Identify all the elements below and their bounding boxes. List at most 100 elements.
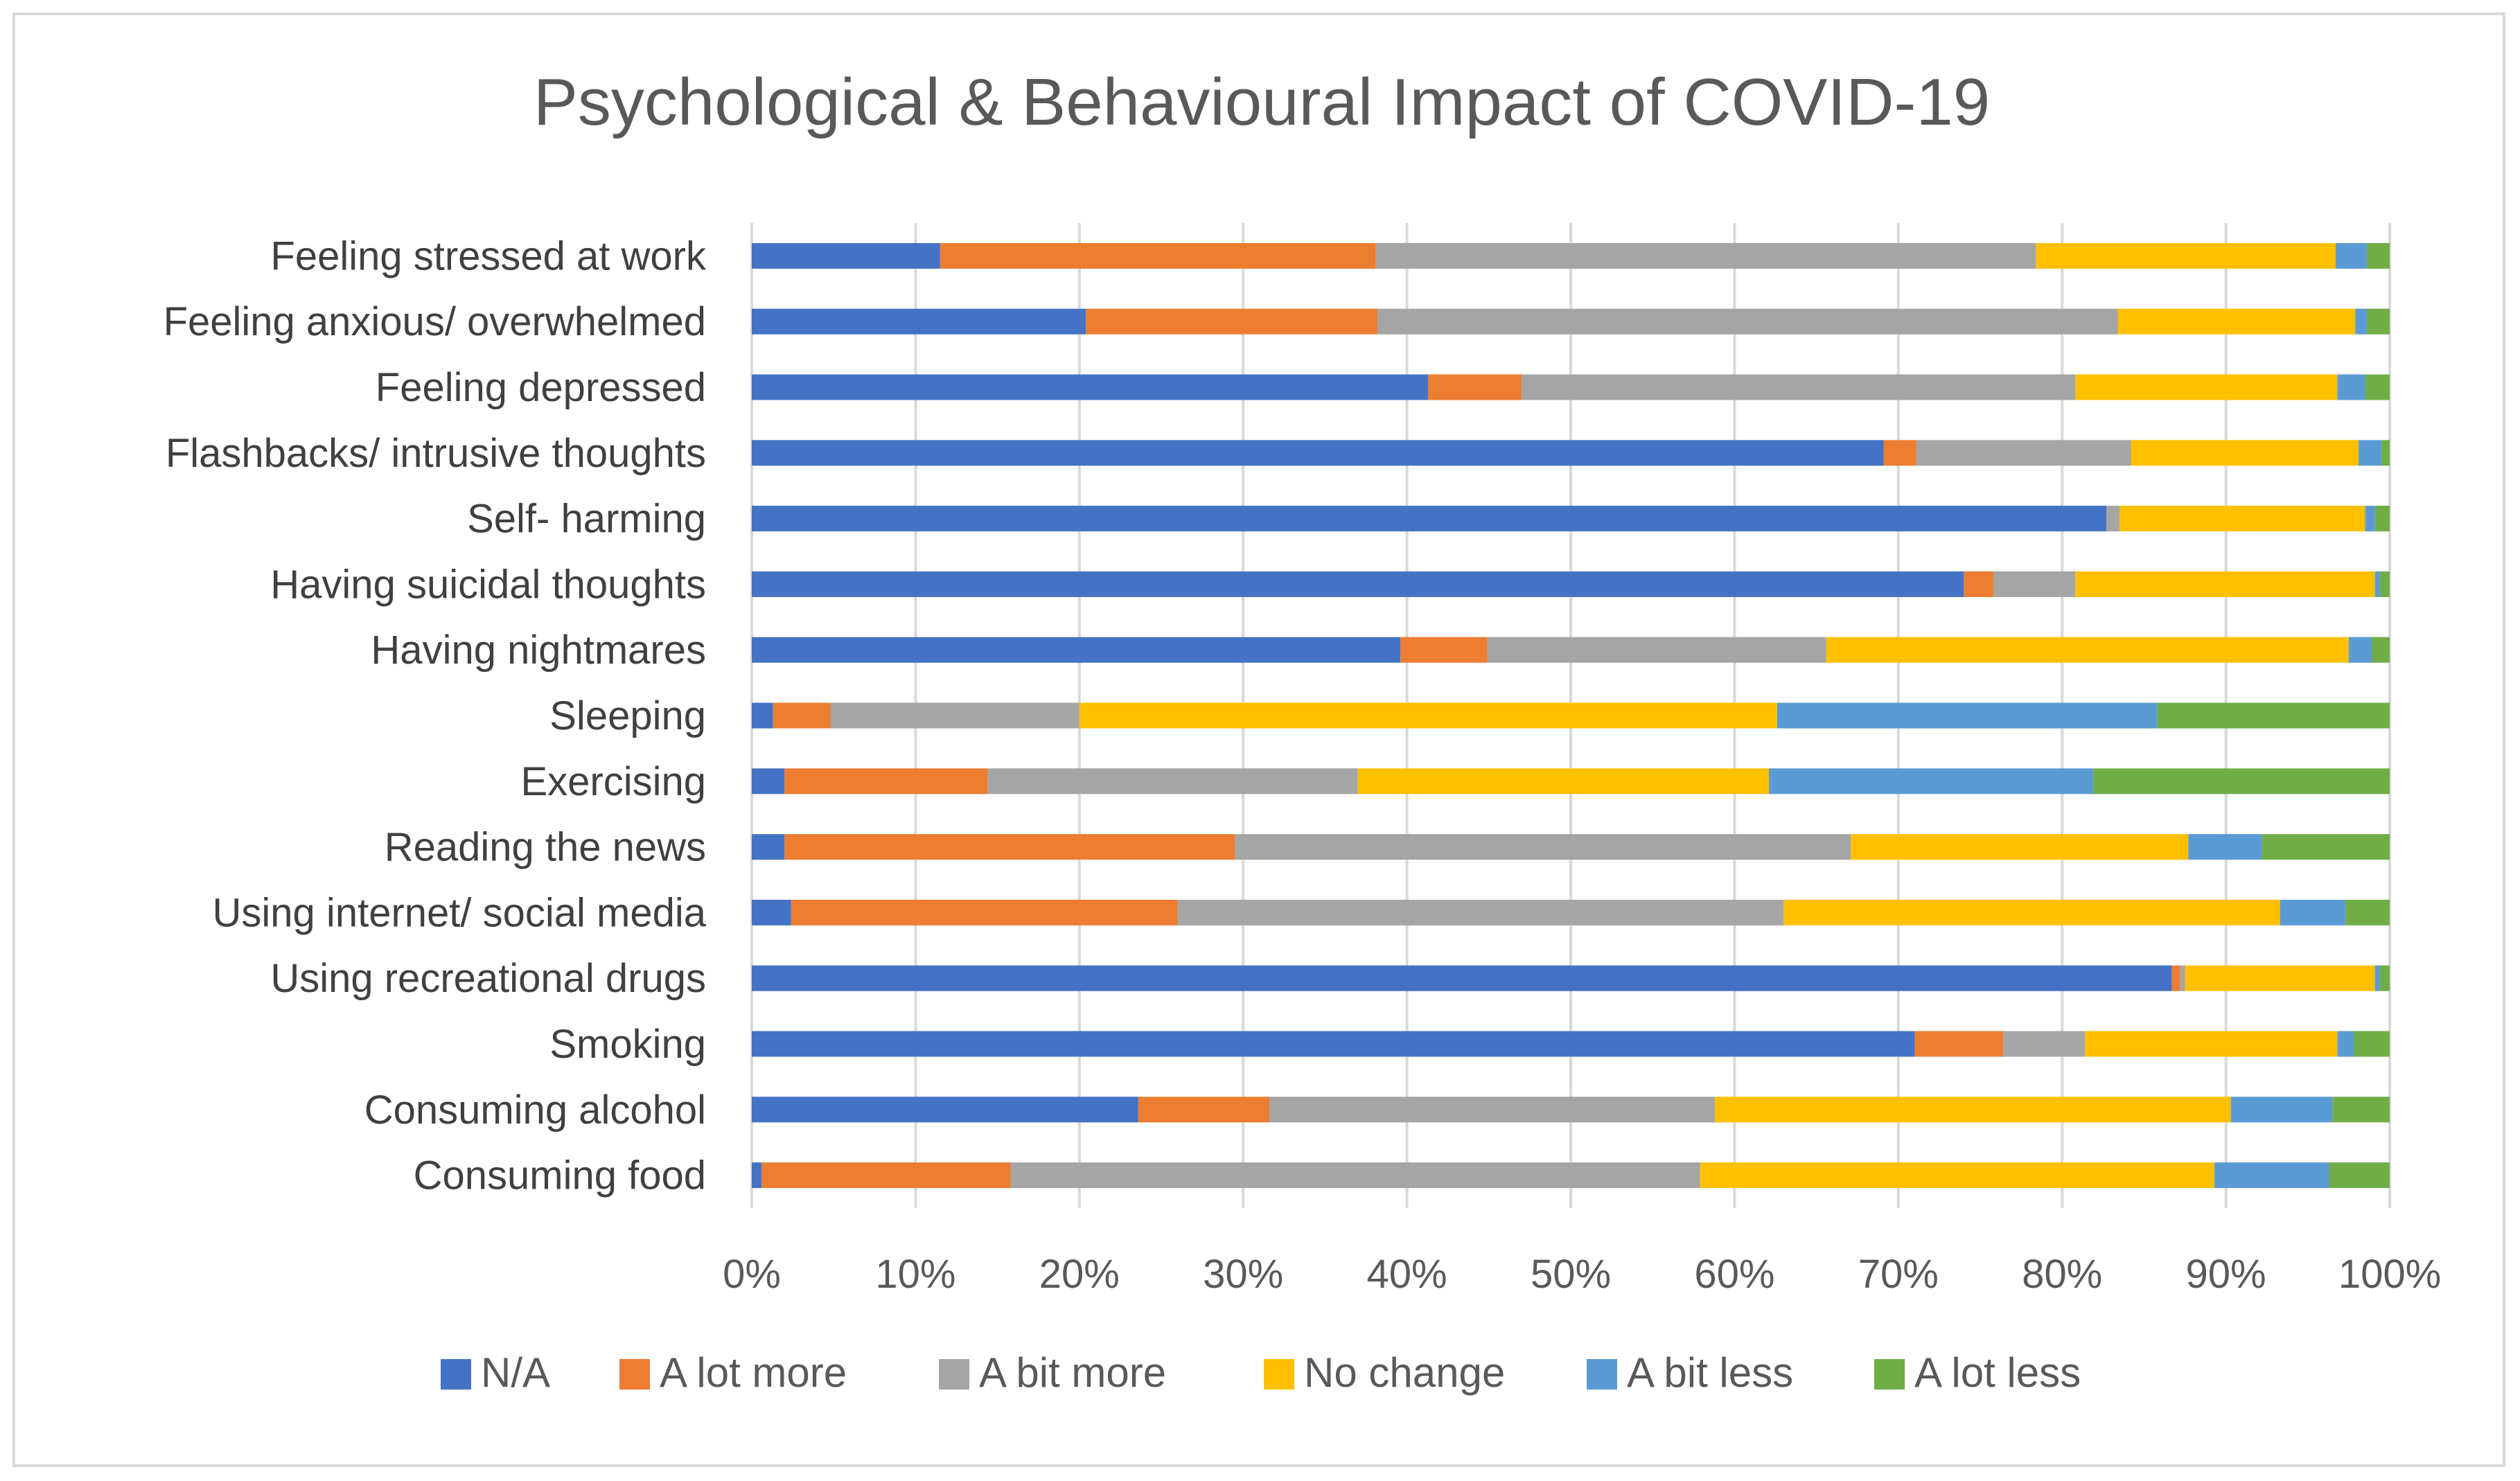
- legend-item-n-a: N/A: [441, 1349, 550, 1396]
- bar-using-recreational-drugs-no-change: [2185, 965, 2375, 991]
- bar-feeling-stressed-at-work-a-lot-more: [940, 242, 1376, 269]
- bar-feeling-depressed-no-change: [2075, 374, 2338, 400]
- bar-having-nightmares-n-a: [752, 637, 1401, 663]
- legend-swatch-n-a: [441, 1359, 471, 1390]
- x-tick-labels: 0% 10% 20% 30% 40% 50% 60% 70% 80% 90% 100%: [723, 1252, 2441, 1297]
- bar-reading-the-news-a-bit-less: [2188, 834, 2262, 860]
- bar-feeling-anxious-overwhelmed-a-lot-less: [2366, 308, 2390, 335]
- bar-self-harming-a-lot-less: [2374, 506, 2390, 532]
- bar-exercising-no-change: [1357, 768, 1770, 795]
- legend-label-a-bit-less: A bit less: [1627, 1349, 1793, 1396]
- bar-feeling-stressed-at-work-n-a: [752, 242, 940, 269]
- bar-using-internet-social-media-a-bit-less: [2280, 899, 2346, 925]
- legend-swatch-a-bit-less: [1587, 1359, 1617, 1390]
- bar-feeling-anxious-overwhelmed-a-bit-less: [2355, 308, 2367, 335]
- bar-feeling-stressed-at-work-a-lot-less: [2366, 242, 2390, 269]
- chart-title: Psychological & Behavioural Impact of CO…: [534, 65, 1990, 139]
- category-label-consuming-food: Consuming food: [414, 1153, 706, 1198]
- bar-using-internet-social-media-n-a: [752, 899, 791, 925]
- bar-flashbacks-intrusive-thoughts-a-lot-more: [1883, 440, 1917, 466]
- bar-flashbacks-intrusive-thoughts-a-bit-more: [1916, 440, 2131, 466]
- legend-item-a-lot-more: A lot more: [619, 1349, 847, 1396]
- bar-group-consuming-alcohol: [752, 1097, 2390, 1123]
- bar-feeling-depressed-a-lot-more: [1428, 374, 1522, 400]
- bar-having-suicidal-thoughts-a-bit-more: [1993, 571, 2076, 597]
- bar-feeling-anxious-overwhelmed-a-lot-more: [1086, 308, 1378, 335]
- bar-consuming-alcohol-n-a: [752, 1097, 1138, 1123]
- bar-sleeping-a-lot-less: [2157, 702, 2390, 729]
- bar-having-nightmares-a-lot-more: [1400, 637, 1488, 663]
- bar-group-using-internet-social-media: [752, 899, 2390, 925]
- bar-consuming-alcohol-a-lot-more: [1138, 1097, 1270, 1123]
- legend-label-a-lot-less: A lot less: [1914, 1349, 2081, 1396]
- legend-swatch-a-lot-more: [619, 1359, 650, 1390]
- bar-having-suicidal-thoughts-a-lot-more: [1964, 571, 1993, 597]
- bar-group-reading-the-news: [752, 834, 2390, 860]
- legend-item-a-lot-less: A lot less: [1874, 1349, 2081, 1396]
- x-tick-20: 20%: [1039, 1252, 1120, 1297]
- bar-consuming-food-no-change: [1700, 1162, 2215, 1189]
- bar-group-having-suicidal-thoughts: [752, 571, 2390, 597]
- bar-group-using-recreational-drugs: [752, 965, 2390, 991]
- bar-using-recreational-drugs-a-bit-more: [2180, 965, 2185, 991]
- bar-feeling-stressed-at-work-a-bit-more: [1375, 242, 2036, 269]
- bar-sleeping-a-lot-more: [773, 702, 831, 729]
- bar-consuming-alcohol-a-bit-more: [1269, 1097, 1716, 1123]
- bar-feeling-anxious-overwhelmed-a-bit-more: [1377, 308, 2118, 335]
- bar-feeling-anxious-overwhelmed-n-a: [752, 308, 1086, 335]
- bar-smoking-n-a: [752, 1031, 1915, 1057]
- bar-consuming-food-a-bit-less: [2214, 1162, 2329, 1189]
- bar-consuming-food-a-bit-more: [1010, 1162, 1700, 1189]
- bar-using-recreational-drugs-a-lot-more: [2171, 965, 2180, 991]
- x-tick-50: 50%: [1531, 1252, 1611, 1297]
- bar-feeling-stressed-at-work-a-bit-less: [2335, 242, 2367, 269]
- bar-using-recreational-drugs-a-lot-less: [2379, 965, 2390, 991]
- bar-sleeping-a-bit-more: [830, 702, 1080, 729]
- legend-label-n-a: N/A: [481, 1349, 550, 1396]
- category-label-using-internet-social-media: Using internet/ social media: [213, 890, 707, 935]
- category-label-smoking: Smoking: [549, 1022, 706, 1067]
- category-label-sleeping: Sleeping: [549, 693, 706, 738]
- bar-consuming-alcohol-a-bit-less: [2230, 1097, 2333, 1123]
- bar-having-suicidal-thoughts-no-change: [2075, 571, 2375, 597]
- legend-item-a-bit-more: A bit more: [939, 1349, 1166, 1396]
- bar-smoking-a-lot-more: [1914, 1031, 2004, 1057]
- legend-label-a-lot-more: A lot more: [660, 1349, 847, 1396]
- bar-reading-the-news-a-lot-less: [2262, 834, 2390, 860]
- bar-sleeping-a-bit-less: [1777, 702, 2158, 729]
- bar-group-flashbacks-intrusive-thoughts: [752, 440, 2390, 466]
- bar-flashbacks-intrusive-thoughts-no-change: [2131, 440, 2359, 466]
- bar-exercising-a-lot-more: [784, 768, 988, 795]
- bar-consuming-alcohol-a-lot-less: [2332, 1097, 2390, 1123]
- bar-group-sleeping: [752, 702, 2390, 729]
- bar-group-feeling-depressed: [752, 374, 2390, 400]
- category-label-flashbacks-intrusive-thoughts: Flashbacks/ intrusive thoughts: [166, 431, 706, 476]
- bar-self-harming-a-bit-less: [2365, 506, 2375, 532]
- bar-feeling-stressed-at-work-no-change: [2036, 242, 2336, 269]
- chart-frame: Psychological & Behavioural Impact of CO…: [12, 12, 2505, 1467]
- bar-exercising-a-lot-less: [2093, 768, 2390, 795]
- bar-using-recreational-drugs-n-a: [752, 965, 2172, 991]
- bar-feeling-depressed-a-bit-more: [1522, 374, 2076, 400]
- chart-svg: Psychological & Behavioural Impact of CO…: [164, 65, 2442, 1396]
- bar-group-self-harming: [752, 506, 2390, 532]
- bar-feeling-depressed-n-a: [752, 374, 1429, 400]
- bar-sleeping-no-change: [1079, 702, 1777, 729]
- x-tick-60: 60%: [1694, 1252, 1774, 1297]
- legend-swatch-a-lot-less: [1874, 1359, 1905, 1390]
- bar-having-nightmares-a-bit-more: [1487, 637, 1826, 663]
- bar-using-internet-social-media-a-bit-more: [1177, 899, 1784, 925]
- bar-feeling-depressed-a-lot-less: [2365, 374, 2390, 400]
- legend-label-no-change: No change: [1304, 1349, 1505, 1396]
- bar-having-suicidal-thoughts-a-lot-less: [2379, 571, 2390, 597]
- bar-reading-the-news-no-change: [1851, 834, 2189, 860]
- bar-self-harming-n-a: [752, 506, 2107, 532]
- category-label-feeling-stressed-at-work: Feeling stressed at work: [270, 233, 707, 278]
- x-tick-30: 30%: [1203, 1252, 1283, 1297]
- category-label-self-harming: Self- harming: [467, 497, 706, 542]
- bar-reading-the-news-n-a: [752, 834, 785, 860]
- bar-feeling-anxious-overwhelmed-no-change: [2117, 308, 2356, 335]
- category-label-reading-the-news: Reading the news: [385, 825, 706, 870]
- category-label-using-recreational-drugs: Using recreational drugs: [270, 956, 706, 1001]
- bar-reading-the-news-a-bit-more: [1235, 834, 1851, 860]
